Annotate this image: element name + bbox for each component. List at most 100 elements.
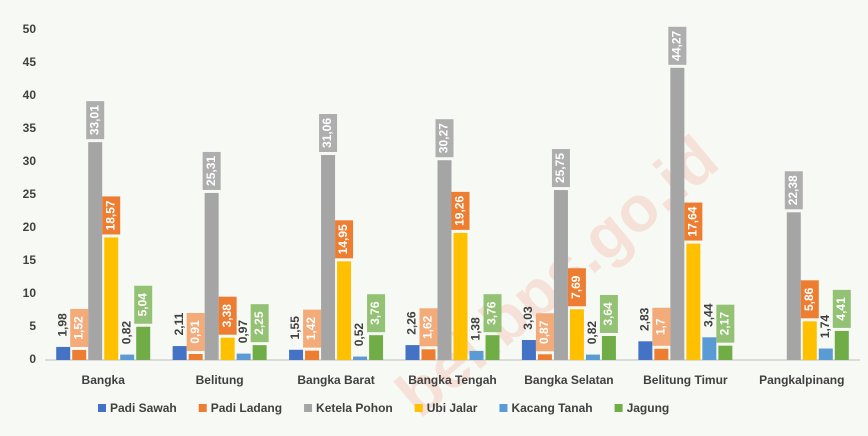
legend-swatch — [414, 404, 423, 412]
value-label: 2,17 — [718, 312, 732, 336]
legend-label: Jagung — [627, 401, 670, 415]
bar — [485, 335, 500, 360]
value-label: 0,82 — [585, 321, 599, 345]
value-label: 1,7 — [654, 318, 668, 335]
value-label-box — [186, 312, 205, 351]
bar — [289, 349, 304, 360]
value-label-box — [134, 285, 153, 324]
x-tick-label: Pangkalpinang — [759, 373, 844, 387]
value-label: 0,52 — [352, 323, 366, 347]
value-label-box — [250, 304, 269, 343]
value-label: 30,27 — [437, 123, 451, 153]
bar — [120, 354, 135, 360]
bar — [553, 190, 568, 360]
value-label: 3,76 — [485, 301, 499, 325]
bar — [305, 350, 320, 360]
bar — [321, 155, 336, 360]
value-label: 3,03 — [521, 306, 535, 330]
bar — [88, 142, 103, 360]
value-label: 0,97 — [236, 320, 250, 344]
value-label: 33,01 — [87, 105, 101, 135]
bar — [802, 321, 817, 360]
legend-label: Ubi Jalar — [427, 401, 478, 415]
value-label: 2,25 — [252, 311, 266, 335]
legend-swatch — [614, 404, 623, 412]
value-label: 14,95 — [336, 224, 350, 254]
value-label: 3,38 — [220, 304, 234, 328]
bar — [56, 346, 71, 360]
bar — [569, 309, 584, 360]
bar — [670, 67, 685, 361]
value-label: 18,57 — [103, 200, 117, 230]
legend-swatch — [304, 404, 313, 412]
y-tick-label: 35 — [23, 121, 37, 135]
value-label-box — [202, 151, 221, 190]
value-label-box — [70, 308, 89, 347]
bar — [469, 350, 484, 360]
value-label-box — [668, 26, 687, 65]
value-label-box — [800, 280, 819, 319]
value-label: 31,06 — [320, 118, 334, 148]
legend-swatch — [499, 404, 508, 412]
value-label: 3,76 — [368, 301, 382, 325]
value-label: 2,83 — [638, 307, 652, 331]
bar — [204, 192, 219, 360]
y-tick-label: 30 — [23, 154, 37, 168]
value-label-box — [652, 307, 671, 346]
bar — [104, 237, 119, 360]
bar — [521, 340, 536, 360]
bar — [686, 243, 701, 360]
value-label-box — [716, 304, 735, 343]
bar — [638, 341, 653, 360]
legend-label: Padi Sawah — [110, 401, 177, 415]
value-label: 44,27 — [670, 30, 684, 60]
value-label: 3,44 — [702, 303, 716, 327]
value-label-box — [567, 268, 586, 307]
bar — [601, 335, 616, 360]
x-tick-label: Bangka Barat — [297, 373, 374, 387]
value-label-box — [551, 149, 570, 188]
value-label: 2,11 — [172, 312, 186, 335]
bar — [702, 337, 717, 360]
x-tick-label: Bangka Selatan — [524, 373, 613, 387]
value-label: 3,64 — [601, 302, 615, 326]
value-label: 17,64 — [686, 206, 700, 236]
value-label-box — [319, 114, 338, 153]
value-label: 0,82 — [119, 321, 133, 345]
bar — [136, 326, 151, 360]
bar — [786, 212, 801, 360]
bar — [353, 356, 368, 360]
value-label: 1,38 — [469, 317, 483, 341]
x-tick-label: Belitung — [196, 373, 244, 387]
bar — [453, 232, 468, 360]
legend-label: Ketela Pohon — [316, 401, 393, 415]
x-tick-label: Belitung Timur — [643, 373, 728, 387]
x-tick-label: Bangka — [82, 373, 126, 387]
bar — [405, 345, 420, 360]
y-tick-label: 10 — [23, 286, 37, 300]
bar — [718, 345, 733, 360]
value-label-box — [218, 296, 237, 335]
value-label: 2,26 — [405, 311, 419, 335]
value-label: 25,31 — [204, 156, 218, 186]
bar — [236, 353, 251, 360]
legend-swatch — [98, 404, 106, 412]
value-label: 0,87 — [537, 320, 551, 344]
value-label: 1,42 — [304, 317, 318, 341]
y-tick-label: 15 — [23, 253, 37, 267]
bar — [818, 348, 833, 360]
value-label: 25,75 — [553, 153, 567, 183]
value-label: 5,04 — [135, 293, 149, 317]
value-label-box — [86, 101, 105, 140]
y-tick-label: 25 — [23, 187, 37, 201]
bar — [537, 354, 552, 360]
value-label-box — [335, 220, 354, 259]
bar — [188, 353, 203, 360]
value-label: 5,86 — [802, 287, 816, 311]
value-label-box — [419, 308, 438, 347]
value-label: 22,38 — [786, 175, 800, 205]
value-label-box — [303, 309, 322, 348]
value-label-box — [367, 294, 386, 333]
bar — [369, 335, 384, 360]
